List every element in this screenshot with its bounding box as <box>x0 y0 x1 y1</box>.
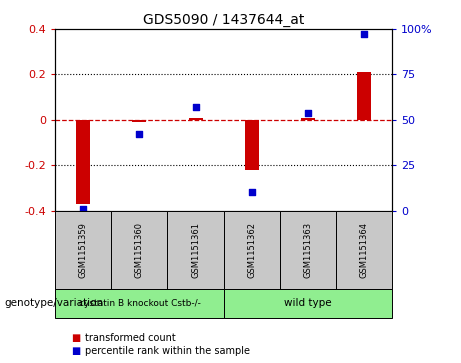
Text: ■: ■ <box>71 333 81 343</box>
Bar <box>77 120 90 204</box>
Title: GDS5090 / 1437644_at: GDS5090 / 1437644_at <box>143 13 304 26</box>
Text: GSM1151359: GSM1151359 <box>79 222 88 277</box>
Text: wild type: wild type <box>284 298 331 308</box>
Bar <box>357 72 371 120</box>
Text: percentile rank within the sample: percentile rank within the sample <box>85 346 250 356</box>
Text: GSM1151362: GSM1151362 <box>247 221 256 278</box>
Text: transformed count: transformed count <box>85 333 176 343</box>
Text: genotype/variation: genotype/variation <box>5 298 104 308</box>
Text: GSM1151360: GSM1151360 <box>135 221 144 278</box>
Text: ■: ■ <box>71 346 81 356</box>
Point <box>360 32 367 37</box>
Text: GSM1151363: GSM1151363 <box>303 221 312 278</box>
Text: GSM1151361: GSM1151361 <box>191 221 200 278</box>
Point <box>136 131 143 137</box>
Text: GSM1151364: GSM1151364 <box>359 221 368 278</box>
Bar <box>301 118 315 120</box>
Point <box>304 110 312 115</box>
Point <box>192 104 199 110</box>
Text: cystatin B knockout Cstb-/-: cystatin B knockout Cstb-/- <box>78 299 201 307</box>
Bar <box>132 120 147 122</box>
Point <box>80 206 87 212</box>
Bar <box>245 120 259 170</box>
Point <box>248 189 255 195</box>
Bar <box>189 118 202 120</box>
